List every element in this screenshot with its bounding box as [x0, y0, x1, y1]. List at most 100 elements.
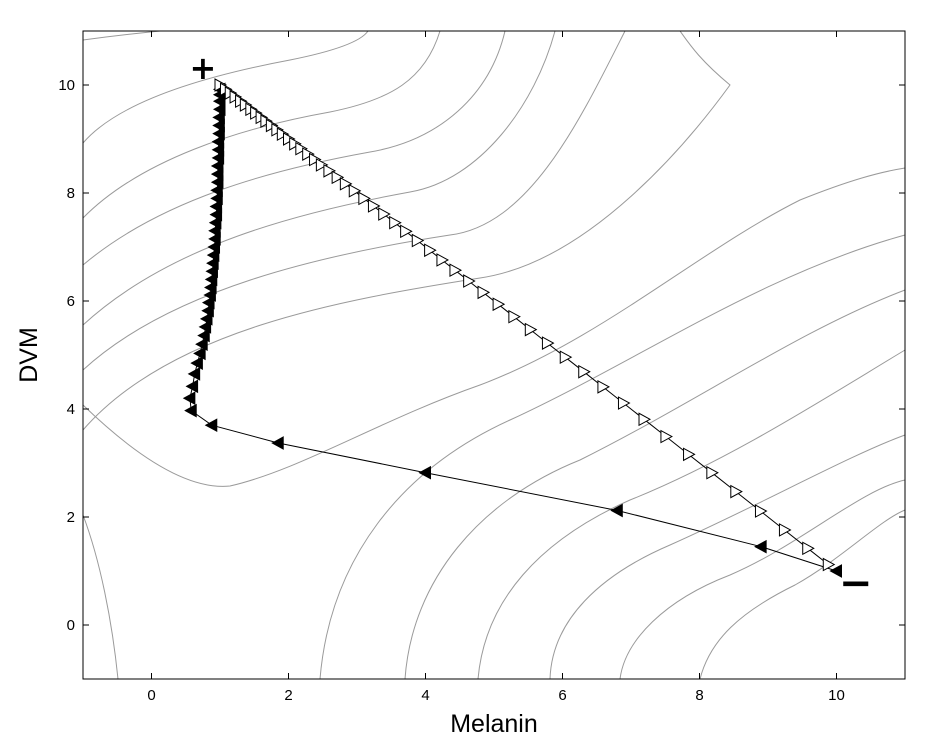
plot-frame	[82, 30, 906, 680]
data-point-filled-triangle	[212, 118, 225, 133]
data-point-open-triangle	[315, 158, 329, 172]
data-point-filled-triangle	[210, 175, 224, 190]
axis-ticks: 0 2 4 6 8 10 0 2 4 6 8 10	[58, 31, 905, 704]
data-point-open-triangle	[754, 504, 768, 518]
data-point-open-triangle	[802, 541, 815, 556]
data-point-open-triangle	[463, 274, 476, 288]
data-point-filled-triangle	[211, 134, 225, 149]
data-point-filled-triangle	[201, 303, 214, 318]
data-point-open-triangle	[331, 170, 345, 185]
data-point-open-triangle	[541, 336, 555, 350]
contour-line	[82, 30, 556, 326]
y-tick-label: 8	[67, 185, 75, 202]
data-point-open-triangle	[411, 233, 425, 248]
data-point-filled-triangle	[206, 256, 219, 271]
data-point-filled-triangle	[206, 248, 220, 262]
data-point-filled-triangle	[208, 232, 221, 246]
contour-line	[549, 434, 906, 680]
data-point-open-triangle	[477, 285, 491, 300]
data-point-filled-triangle	[211, 142, 225, 157]
x-tick-label: 4	[421, 687, 429, 704]
contour-line	[82, 30, 369, 144]
data-point-open-triangle	[323, 164, 336, 178]
x-tick-label: 2	[284, 687, 292, 704]
data-point-filled-triangle	[829, 564, 842, 578]
contour-line	[404, 289, 906, 680]
data-point-filled-triangle	[182, 391, 196, 406]
data-point-open-triangle	[295, 141, 308, 156]
data-point-open-triangle	[597, 380, 610, 394]
data-point-filled-triangle	[185, 379, 199, 394]
contour-lines	[82, 30, 906, 680]
data-point-open-triangle	[424, 243, 437, 258]
data-point-filled-triangle	[210, 191, 223, 206]
data-point-open-triangle	[706, 465, 719, 480]
data-point-filled-triangle	[197, 328, 210, 343]
data-point-open-triangle	[617, 396, 631, 410]
data-point-open-triangle	[730, 484, 743, 499]
minus-annotation: −	[839, 560, 873, 606]
data-point-filled-triangle	[204, 280, 217, 295]
data-point-open-triangle	[276, 127, 290, 141]
data-point-open-triangle	[492, 297, 506, 312]
data-point-filled-triangle	[754, 539, 767, 554]
data-point-filled-triangle	[209, 199, 223, 214]
data-point-filled-triangle	[201, 295, 215, 310]
annotations: +−	[189, 49, 872, 606]
data-point-open-triangle	[339, 176, 353, 191]
x-tick-label: 0	[147, 687, 155, 704]
data-point-open-triangle	[660, 429, 673, 444]
trajectory-series	[182, 78, 842, 578]
data-point-filled-triangle	[204, 418, 218, 433]
data-point-open-triangle	[822, 557, 836, 572]
data-point-filled-triangle	[207, 240, 221, 254]
y-axis-label: DVM	[15, 327, 43, 383]
data-point-open-triangle	[436, 253, 449, 267]
contour-line	[82, 30, 506, 266]
data-point-open-triangle	[283, 132, 296, 146]
x-tick-label: 8	[695, 687, 703, 704]
data-point-filled-triangle	[187, 367, 201, 381]
data-point-open-triangle	[559, 350, 573, 365]
y-tick-label: 2	[67, 509, 75, 526]
data-point-filled-triangle	[195, 337, 208, 352]
data-point-open-triangle	[378, 207, 391, 221]
contour-line	[319, 234, 906, 680]
data-point-filled-triangle	[212, 110, 225, 125]
data-point-filled-triangle	[212, 102, 226, 117]
data-point-open-triangle	[309, 152, 322, 167]
contour-line	[619, 479, 906, 680]
data-point-open-triangle	[302, 147, 315, 161]
data-point-open-triangle	[358, 191, 371, 206]
data-point-filled-triangle	[210, 167, 224, 181]
data-point-open-triangle	[449, 263, 462, 278]
data-point-filled-triangle	[610, 503, 623, 518]
data-point-open-triangle	[389, 215, 402, 230]
data-point-open-triangle	[348, 183, 362, 198]
data-point-filled-triangle	[204, 272, 218, 287]
data-point-filled-triangle	[199, 311, 213, 326]
x-tick-label: 6	[558, 687, 566, 704]
data-point-filled-triangle	[184, 403, 197, 418]
data-point-open-triangle	[578, 364, 591, 379]
contour-line	[82, 514, 119, 680]
contour-line	[699, 509, 906, 680]
data-point-open-triangle	[400, 224, 413, 239]
contour-line	[82, 167, 906, 487]
x-axis-label: Melanin	[450, 710, 538, 738]
y-tick-label: 6	[67, 293, 75, 310]
y-tick-label: 10	[58, 77, 75, 94]
data-point-filled-triangle	[205, 264, 218, 279]
data-point-filled-triangle	[190, 356, 203, 370]
data-point-filled-triangle	[208, 215, 222, 230]
data-point-open-triangle	[683, 447, 696, 462]
data-point-filled-triangle	[211, 151, 225, 165]
data-point-filled-triangle	[209, 207, 223, 222]
data-point-filled-triangle	[210, 159, 224, 173]
data-point-filled-triangle	[198, 320, 212, 334]
plus-annotation: +	[189, 49, 216, 87]
y-tick-label: 0	[67, 617, 75, 634]
data-point-filled-triangle	[271, 436, 284, 450]
